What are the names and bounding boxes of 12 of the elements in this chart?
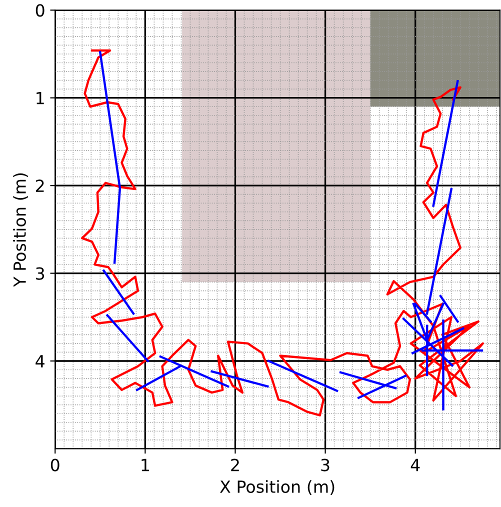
x-tick-label: 1 (142, 458, 149, 472)
x-tick-label: 0 (50, 458, 60, 472)
y-tick-label: 0 (36, 4, 44, 17)
y-tick-label: 1 (36, 92, 44, 104)
y-axis-title: Y Position (m) (13, 173, 28, 287)
y-tick-label: 3 (36, 267, 44, 280)
x-tick-label: 3 (321, 458, 330, 472)
x-tick-label: 2 (231, 458, 239, 472)
y-tick-label: 4 (36, 355, 44, 368)
x-tick-label: 4 (410, 458, 420, 472)
x-axis-title: X Position (m) (220, 480, 334, 495)
y-tick-label: 2 (36, 180, 44, 192)
